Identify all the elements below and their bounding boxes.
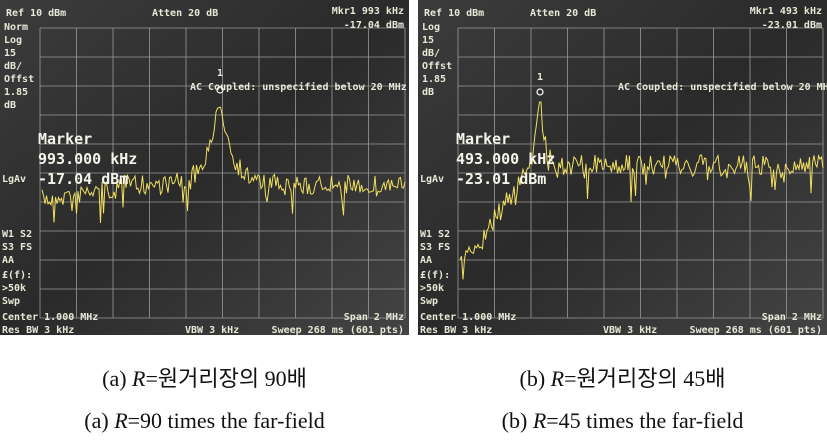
- caption-variable: R: [550, 366, 565, 391]
- span: Span 2 MHz: [344, 312, 404, 323]
- attenuation: Atten 20 dB: [530, 8, 596, 19]
- side-label: £(f):: [420, 270, 450, 281]
- left-label: Log: [422, 22, 440, 33]
- caption: (b) R=원거리장의 45배: [520, 366, 726, 391]
- marker-readout: Mkr1 993 kHz: [332, 6, 404, 17]
- left-label: 15: [422, 35, 434, 46]
- caption-text: =90 times the far-field: [128, 408, 325, 433]
- caption-text: =원거리장의 90배: [146, 366, 307, 391]
- sweep: Sweep 268 ms (601 pts): [690, 325, 822, 336]
- marker-value: -23.01 dBm: [762, 20, 822, 31]
- side-label: >50k: [2, 283, 26, 294]
- caption: (b) R=45 times the far-field: [502, 408, 744, 433]
- panel: Ref 10 dBm Atten 20 dB Mkr1 993 kHz -17.04 …: [0, 0, 409, 433]
- marker-readout: Mkr1 493 kHz: [750, 6, 822, 17]
- side-label: AA: [2, 255, 14, 266]
- side-label: Swp: [2, 296, 20, 307]
- left-label: 1.85: [4, 87, 28, 98]
- side-label: LgAv: [2, 174, 26, 185]
- center-freq: Center 1.000 MHz: [2, 312, 98, 323]
- side-label: S3 FS: [2, 242, 32, 253]
- panel: Ref 10 dBm Atten 20 dB Mkr1 493 kHz -23.01 …: [418, 0, 827, 433]
- caption-prefix: (a): [84, 408, 114, 433]
- left-label: Offst: [422, 61, 452, 72]
- left-label: dB/: [4, 61, 22, 72]
- res-bw: Res BW 3 kHz: [2, 325, 74, 336]
- ac-note: AC Coupled: unspecified below 20 MHz: [618, 81, 827, 93]
- marker-box-line: Marker: [38, 130, 92, 148]
- caption-variable: R: [131, 366, 146, 391]
- caption: (a) R=원거리장의 90배: [102, 366, 307, 391]
- side-label: W1 S2: [420, 229, 450, 240]
- marker-value: -17.04 dBm: [344, 20, 404, 31]
- ref-level: Ref 10 dBm: [6, 8, 66, 19]
- ref-level: Ref 10 dBm: [424, 8, 484, 19]
- caption-text: =45 times the far-field: [546, 408, 743, 433]
- side-label: >50k: [420, 283, 444, 294]
- marker-symbol: [536, 88, 544, 96]
- side-label: S3 FS: [420, 242, 450, 253]
- marker-number: 1: [217, 68, 223, 79]
- caption-variable: R: [532, 408, 547, 433]
- ac-note: AC Coupled: unspecified below 20 MHz: [190, 81, 407, 93]
- left-label: Offst: [4, 74, 34, 85]
- left-label: Log: [4, 35, 22, 46]
- caption: (a) R=90 times the far-field: [84, 408, 324, 433]
- marker-box-line: -17.04 dBm: [38, 170, 128, 188]
- side-label: LgAv: [420, 174, 444, 185]
- left-label: dB: [4, 100, 16, 111]
- caption-prefix: (b): [502, 408, 533, 433]
- caption-text: =원거리장의 45배: [564, 366, 725, 391]
- left-label: 1.85: [422, 74, 446, 85]
- caption-prefix: (b): [520, 366, 551, 391]
- trace: [459, 101, 824, 280]
- left-label: dB/: [422, 48, 440, 59]
- marker-symbol: [216, 86, 224, 94]
- left-label: Norm: [4, 22, 28, 33]
- caption-prefix: (a): [102, 366, 132, 391]
- center-freq: Center 1.000 MHz: [420, 312, 516, 323]
- marker-box-line: 493.000 kHz: [456, 150, 555, 168]
- side-label: Swp: [420, 296, 438, 307]
- side-label: £(f):: [2, 270, 32, 281]
- marker-box-line: -23.01 dBm: [456, 170, 546, 188]
- side-label: W1 S2: [2, 229, 32, 240]
- left-label: dB: [422, 87, 434, 98]
- marker-number: 1: [537, 72, 543, 83]
- vbw: VBW 3 kHz: [603, 325, 657, 336]
- sweep: Sweep 268 ms (601 pts): [272, 325, 404, 336]
- marker-box-line: Marker: [456, 130, 510, 148]
- trace: [41, 106, 406, 224]
- vbw: VBW 3 kHz: [185, 325, 239, 336]
- left-label: 15: [4, 48, 16, 59]
- caption-variable: R: [113, 408, 128, 433]
- marker-box-line: 993.000 kHz: [38, 150, 137, 168]
- side-label: AA: [420, 255, 432, 266]
- screen: [0, 0, 409, 335]
- attenuation: Atten 20 dB: [152, 8, 218, 19]
- span: Span 2 MHz: [762, 312, 822, 323]
- res-bw: Res BW 3 kHz: [420, 325, 492, 336]
